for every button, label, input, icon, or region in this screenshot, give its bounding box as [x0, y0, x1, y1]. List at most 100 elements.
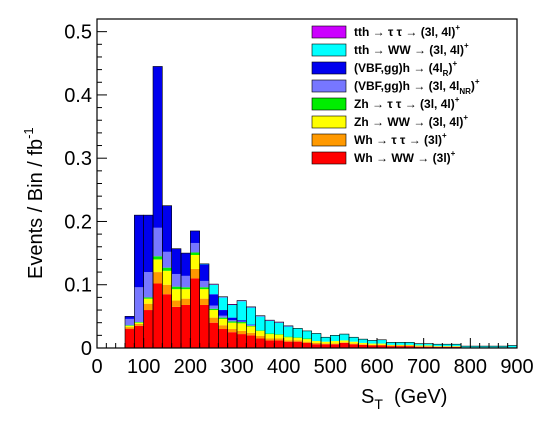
bar-segment [162, 267, 172, 271]
bar-segment [153, 227, 163, 257]
legend-label-tail: ) [448, 61, 452, 75]
bar-segment [386, 344, 396, 346]
bar-segment [199, 304, 209, 348]
bar-segment [209, 317, 219, 323]
bar-segment [153, 283, 163, 348]
bar-segment [143, 215, 153, 273]
legend-label-sup: + [455, 23, 460, 32]
bar-segment [237, 300, 247, 302]
bar-segment [339, 340, 349, 343]
bar-segment [283, 326, 293, 337]
bar-segment [283, 325, 293, 327]
bar-segment [274, 322, 284, 323]
x-tick-label: 0 [91, 356, 102, 378]
bar-segment [405, 345, 415, 347]
x-axis-title-sub: T [374, 396, 383, 412]
legend-swatch [311, 133, 347, 147]
legend-label-sup: + [455, 95, 460, 104]
bar-segment [143, 303, 153, 311]
bar-segment [479, 346, 489, 348]
legend-label-sup: + [464, 41, 469, 50]
bar-segment [358, 344, 368, 345]
y-axis-title-sup: -1 [21, 127, 36, 139]
legend-swatch [311, 79, 347, 93]
bar-segment [218, 318, 228, 326]
bar-segment [162, 205, 172, 252]
legend-label: tth → τ τ → (3l, 4l)+ [354, 23, 460, 39]
bar-stacks [124, 66, 518, 349]
bar-segment [405, 344, 415, 346]
legend-swatch [311, 115, 347, 129]
bar-segment [433, 346, 443, 347]
legend-label-sup: + [442, 131, 447, 140]
bar-segment [377, 339, 387, 344]
bar-segment [134, 323, 144, 326]
bar-segment [246, 324, 256, 326]
x-tick-label: 600 [360, 356, 393, 378]
bar-segment [274, 334, 284, 339]
bar-segment [442, 346, 452, 348]
bar-segment [358, 344, 368, 348]
bar-segment [237, 334, 247, 348]
bar-segment [227, 332, 237, 348]
bar-segment [367, 344, 377, 346]
bar-segment [218, 317, 228, 319]
x-tick-label: 300 [220, 356, 253, 378]
bar-segment [237, 320, 247, 322]
bar-segment [209, 284, 219, 285]
bar-segment [442, 346, 452, 347]
bar-segment [265, 338, 275, 341]
bar-segment [153, 272, 163, 284]
bar-segment [209, 322, 219, 348]
bar-segment [218, 297, 228, 311]
bar-segment [181, 253, 191, 276]
bar-segment [171, 286, 181, 290]
bar-segment [199, 287, 209, 290]
bar-segment [227, 321, 237, 323]
bar-segment [125, 327, 135, 330]
bar-segment [209, 305, 219, 309]
bar-segment [367, 343, 377, 345]
bar-segment [209, 308, 219, 311]
bar-segment [377, 345, 387, 348]
bar-segment [451, 344, 461, 347]
bar-segment [414, 345, 424, 347]
bar-segment [199, 298, 209, 305]
bar-segment [321, 337, 331, 342]
bar-segment [171, 300, 181, 307]
bar-segment [330, 344, 340, 348]
bar-segment [507, 345, 517, 348]
bar-segment [283, 341, 293, 348]
bar-segment [433, 344, 443, 347]
bar-segment [237, 321, 247, 323]
x-tick-label: 200 [174, 356, 207, 378]
x-axis-title-main: S [361, 386, 374, 408]
bar-segment [405, 342, 415, 345]
bar-segment [190, 252, 200, 255]
bar-segment [423, 346, 433, 347]
bar-segment [181, 298, 191, 305]
legend-swatch [311, 61, 347, 75]
bar-segment [246, 326, 256, 333]
y-tick-label: 0.1 [64, 275, 92, 297]
y-tick-label: 0.3 [64, 148, 92, 170]
bar-segment [125, 325, 135, 328]
bar-segment [134, 215, 144, 288]
bar-segment [330, 341, 340, 344]
bar-segment [227, 322, 237, 330]
bar-segment [461, 346, 471, 348]
legend-label-main: tth → WW → (3l, 4l) [354, 43, 464, 57]
bar-segment [218, 315, 228, 318]
bar-segment [227, 329, 237, 333]
bar-segment [283, 336, 293, 338]
bar-segment [386, 346, 396, 348]
bar-segment [134, 322, 144, 323]
bar-segment [255, 338, 265, 348]
bar-segment [134, 325, 144, 348]
bar-segment [265, 320, 275, 321]
legend-label-sub: R [443, 69, 449, 78]
bar-segment [339, 334, 349, 341]
bar-segment [246, 325, 256, 326]
bar-segment [209, 284, 219, 295]
